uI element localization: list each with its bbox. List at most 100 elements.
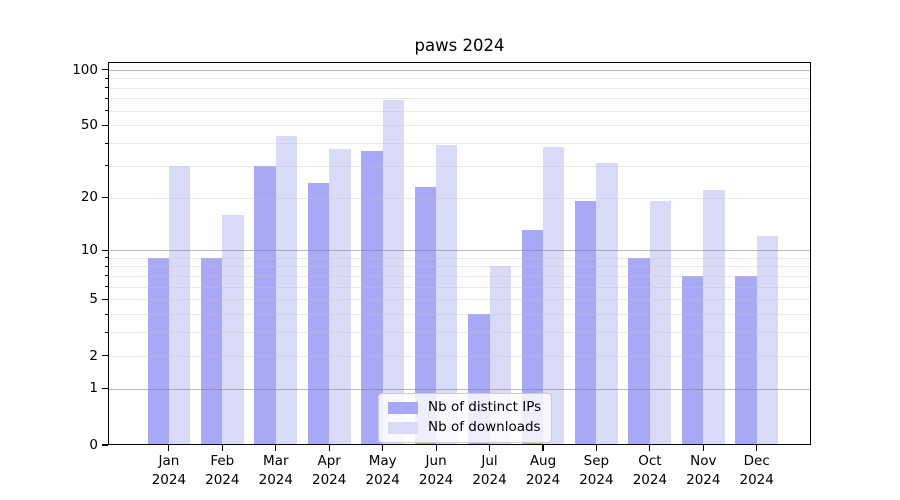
x-tick-month: Oct [638,453,662,469]
bar-downloads-nov [703,190,725,445]
gridline-minor-5 [108,299,811,301]
y-minor-tick-30 [104,165,108,167]
bar-downloads-apr [329,149,351,445]
bar-downloads-mar [275,135,298,445]
x-tick-oct [649,445,651,451]
y-minor-tick-4 [104,313,108,315]
gridline-minor-80 [108,87,811,89]
x-tick-year: 2024 [312,471,347,488]
y-minor-tick-70 [104,97,108,99]
bar-distinct-ips-jun [414,186,437,445]
legend-swatch-downloads [388,421,418,434]
x-tick-label-jun: Jun 2024 [404,452,468,489]
x-tick-feb [221,445,223,451]
bar-distinct-ips-dec [735,275,757,445]
x-tick-label-nov: Nov 2024 [671,452,735,489]
y-minor-tick-6 [104,286,108,288]
bar-distinct-ips-oct [628,257,650,445]
gridline-minor-30 [108,165,811,167]
x-tick-month: Jun [425,453,447,469]
x-tick-year: 2024 [525,471,561,488]
x-tick-label-apr: Apr 2024 [297,452,361,489]
gridline-minor-4 [108,314,811,316]
bar-distinct-ips-aug [521,230,543,445]
x-tick-month: Feb [210,453,235,469]
legend: Nb of distinct IPs Nb of downloads [378,393,553,443]
gridline-major-10 [108,250,811,252]
x-tick-label-dec: Dec 2024 [725,452,789,489]
y-tick-10 [102,249,108,251]
gridline-minor-70 [108,98,811,100]
legend-swatch-distinct-ips [388,401,418,414]
y-tick-label-0: 0 [89,436,98,453]
gridline-minor-9 [108,257,811,259]
gridline-minor-7 [108,275,811,277]
bar-distinct-ips-apr [307,183,330,445]
x-tick-month: Dec [743,453,770,469]
x-tick-label-jul: Jul 2024 [458,452,522,489]
y-tick-100 [102,69,108,71]
y-minor-tick-3 [104,331,108,333]
y-tick-label-10: 10 [80,241,98,258]
gridline-minor-90 [108,78,811,80]
legend-label-distinct-ips: Nb of distinct IPs [428,399,542,415]
y-tick-0 [102,444,108,446]
bar-distinct-ips-sep [575,201,597,445]
bar-downloads-aug [542,147,565,445]
x-tick-year: 2024 [686,471,721,488]
x-tick-jan [168,445,170,451]
x-tick-year: 2024 [151,471,187,488]
gridline-major-1 [108,388,811,390]
y-tick-label-5: 5 [89,291,98,308]
y-tick-label-2: 2 [89,347,98,364]
x-tick-jul [488,445,491,451]
x-tick-month: May [368,453,397,469]
x-tick-year: 2024 [258,471,293,488]
x-tick-month: Jan [158,453,180,469]
y-tick-50 [102,124,108,126]
x-tick-jun [435,445,437,451]
x-tick-year: 2024 [739,471,774,488]
gridline-minor-3 [108,332,811,334]
legend-label-downloads: Nb of downloads [428,419,541,435]
x-tick-year: 2024 [418,471,454,488]
bar-downloads-dec [756,236,779,445]
x-tick-year: 2024 [205,471,240,488]
bar-downloads-feb [222,214,244,445]
x-tick-month: Aug [529,453,557,469]
chart-title: paws 2024 [414,36,505,55]
bar-downloads-may [382,99,405,445]
bar-downloads-sep [596,163,618,445]
gridline-minor-20 [108,197,811,199]
x-tick-year: 2024 [365,471,400,488]
gridline-minor-8 [108,266,811,268]
y-minor-tick-7 [104,275,108,277]
x-tick-label-jan: Jan 2024 [137,452,201,489]
x-tick-aug [542,445,544,451]
y-tick-2 [102,355,108,357]
x-tick-label-feb: Feb 2024 [190,452,254,489]
legend-item-downloads: Nb of downloads [388,420,541,435]
gridline-minor-6 [108,286,811,288]
y-tick-label-100: 100 [72,61,98,78]
x-tick-month: Nov [690,453,717,469]
gridline-minor-40 [108,143,811,145]
x-tick-label-mar: Mar 2024 [244,452,308,489]
y-tick-label-50: 50 [80,117,98,134]
bar-downloads-jun [436,145,458,445]
x-tick-apr [328,445,330,451]
gridline-major-100 [108,69,811,71]
y-tick-20 [102,196,108,199]
y-tick-label-1: 1 [89,380,98,397]
y-minor-tick-40 [104,142,108,144]
bar-downloads-jan [168,165,191,445]
bar-distinct-ips-jan [147,257,169,445]
gridline-minor-2 [108,355,811,357]
y-minor-tick-60 [104,110,108,112]
x-tick-nov [702,445,704,451]
x-tick-mar [275,445,277,451]
x-tick-label-oct: Oct 2024 [618,452,682,489]
x-tick-month: Apr [317,453,341,469]
x-tick-sep [595,445,597,451]
